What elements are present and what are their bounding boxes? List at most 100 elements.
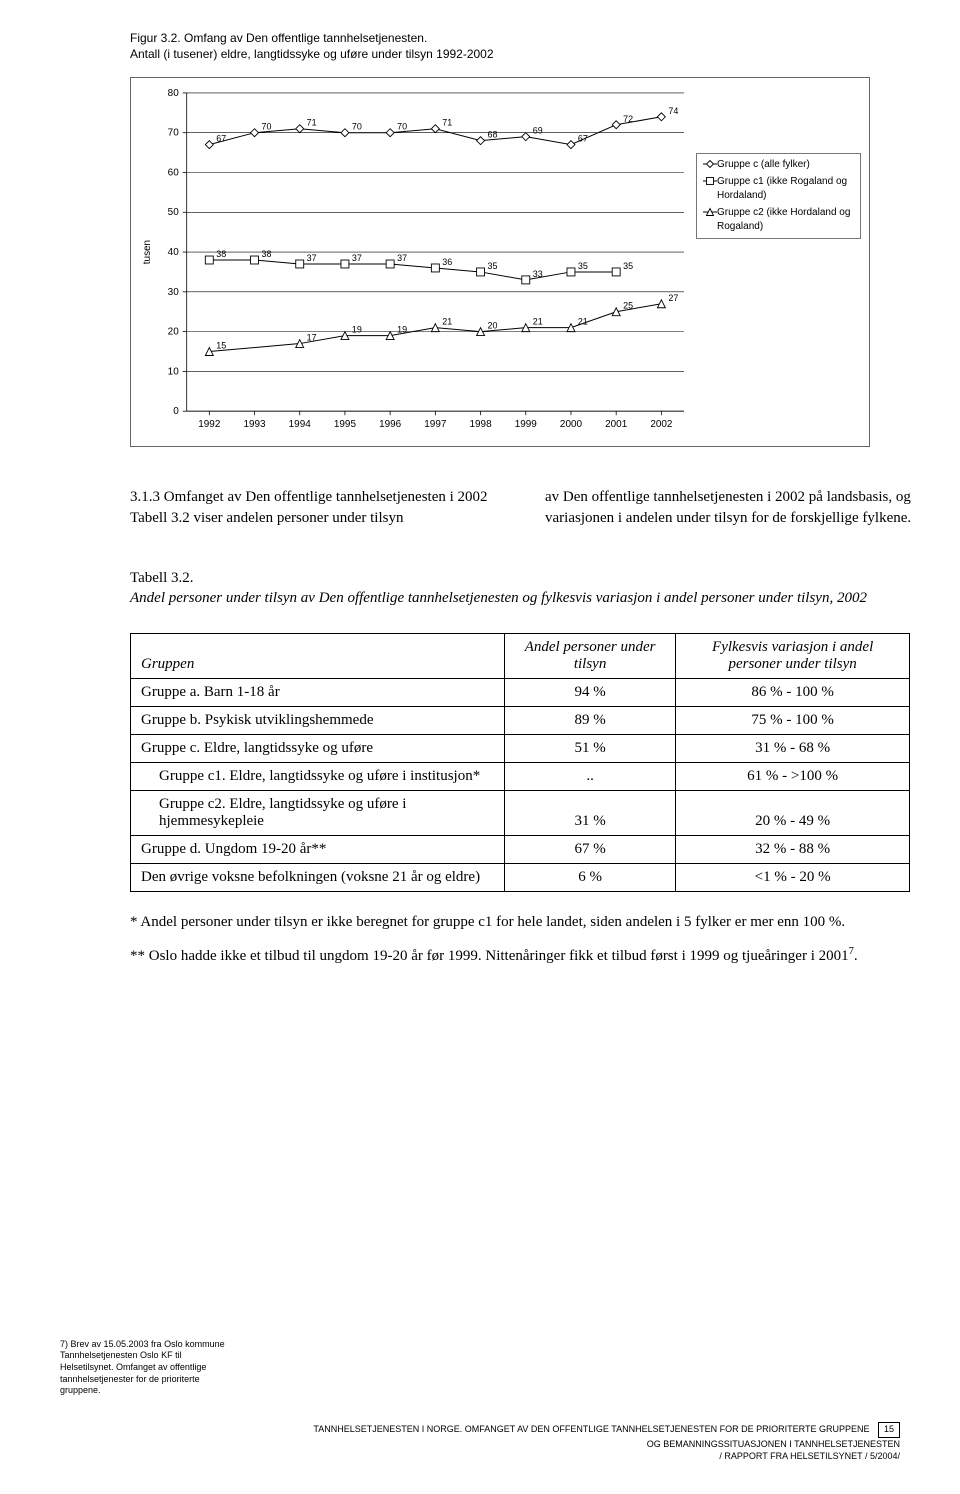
svg-text:70: 70 [261,122,271,132]
svg-text:35: 35 [578,261,588,271]
section-left-body: Tabell 3.2 viser andelen personer under … [130,510,403,526]
svg-text:25: 25 [623,301,633,311]
svg-text:21: 21 [442,317,452,327]
svg-text:10: 10 [168,367,180,378]
svg-text:1993: 1993 [243,419,266,430]
row-value-1: 31 % [504,791,675,836]
legend-item: Gruppe c2 (ikke Hordaland og Rogaland) [703,206,854,234]
row-value-2: <1 % - 20 % [676,864,910,892]
svg-text:37: 37 [397,253,407,263]
footer-line2: OG BEMANNINGSSITUASJONEN I TANNHELSETJEN… [60,1439,900,1451]
svg-text:50: 50 [168,208,180,219]
row-label: Gruppe c. Eldre, langtidssyke og uføre [131,735,505,763]
table-row: Gruppe c1. Eldre, langtidssyke og uføre … [131,763,910,791]
row-value-2: 75 % - 100 % [676,707,910,735]
page-number: 15 [878,1422,900,1438]
row-label: Gruppe d. Ungdom 19-20 år** [131,836,505,864]
svg-text:38: 38 [261,249,271,259]
figure-title-line2: Antall (i tusener) eldre, langtidssyke o… [130,47,494,61]
row-label: Gruppe a. Barn 1-18 år [131,679,505,707]
page-footer: TANNHELSETJENESTEN I NORGE. OMFANGET AV … [60,1422,900,1464]
legend-item: Gruppe c (alle fylker) [703,158,854,172]
line-chart: 01020304050607080tusen199219931994199519… [130,77,870,447]
svg-text:30: 30 [168,287,180,298]
svg-text:1992: 1992 [198,419,221,430]
table-row: Den øvrige voksne befolkningen (voksne 2… [131,864,910,892]
row-label: Den øvrige voksne befolkningen (voksne 2… [131,864,505,892]
svg-text:72: 72 [623,114,633,124]
svg-text:67: 67 [578,134,588,144]
table-caption: Tabell 3.2. Andel personer under tilsyn … [130,568,930,609]
svg-text:20: 20 [488,321,498,331]
section-right-body: av Den offentlige tannhelsetjenesten i 2… [545,489,911,525]
legend-label: Gruppe c (alle fylker) [717,158,854,172]
row-value-1: 89 % [504,707,675,735]
svg-text:37: 37 [352,253,362,263]
svg-text:70: 70 [352,122,362,132]
svg-text:20: 20 [168,327,180,338]
row-value-1: 6 % [504,864,675,892]
table-row: Gruppe d. Ungdom 19-20 år**67 %32 % - 88… [131,836,910,864]
chart-legend: Gruppe c (alle fylker) Gruppe c1 (ikke Ro… [696,153,861,239]
table-row: Gruppe b. Psykisk utviklingshemmede89 %7… [131,707,910,735]
col-header-2: Fylkesvis variasjon i andel personer und… [676,634,910,679]
svg-text:71: 71 [442,118,452,128]
note-2: ** Oslo hadde ikke et tilbud til ungdom … [130,945,920,966]
svg-text:68: 68 [488,130,498,140]
svg-text:15: 15 [216,341,226,351]
table-notes: * Andel personer under tilsyn er ikke be… [130,912,920,966]
svg-text:1997: 1997 [424,419,447,430]
row-value-1: .. [504,763,675,791]
row-value-2: 31 % - 68 % [676,735,910,763]
row-label: Gruppe c2. Eldre, langtidssyke og uføre … [131,791,505,836]
svg-text:tusen: tusen [142,240,153,264]
svg-text:2002: 2002 [650,419,673,430]
svg-text:38: 38 [216,249,226,259]
svg-text:19: 19 [397,325,407,335]
svg-text:35: 35 [623,261,633,271]
svg-text:2000: 2000 [560,419,583,430]
footnote-7: 7) Brev av 15.05.2003 fra Oslo kommune T… [60,1339,225,1397]
row-value-1: 67 % [504,836,675,864]
figure-title-line1: Figur 3.2. Omfang av Den offentlige tann… [130,31,427,45]
svg-text:70: 70 [168,128,180,139]
row-value-1: 94 % [504,679,675,707]
svg-text:1999: 1999 [515,419,538,430]
svg-text:67: 67 [216,134,226,144]
note-1: * Andel personer under tilsyn er ikke be… [130,912,920,932]
svg-text:1998: 1998 [470,419,493,430]
table-row: Gruppe c2. Eldre, langtidssyke og uføre … [131,791,910,836]
table-row: Gruppe a. Barn 1-18 år94 %86 % - 100 % [131,679,910,707]
row-value-2: 32 % - 88 % [676,836,910,864]
svg-text:74: 74 [668,106,678,116]
row-label: Gruppe c1. Eldre, langtidssyke og uføre … [131,763,505,791]
svg-text:2001: 2001 [605,419,628,430]
svg-text:36: 36 [442,257,452,267]
section-3-1-3: 3.1.3 Omfanget av Den offentlige tannhel… [130,487,930,528]
footer-line1: TANNHELSETJENESTEN I NORGE. OMFANGET AV … [313,1424,869,1434]
svg-text:37: 37 [307,253,317,263]
svg-text:19: 19 [352,325,362,335]
figure-title: Figur 3.2. Omfang av Den offentlige tann… [130,30,930,62]
section-heading: 3.1.3 Omfanget av Den offentlige tannhel… [130,489,488,505]
row-value-1: 51 % [504,735,675,763]
svg-text:1994: 1994 [289,419,312,430]
svg-text:70: 70 [397,122,407,132]
footer-line3: / RAPPORT FRA HELSETILSYNET / 5/2004/ [60,1451,900,1463]
table-caption-text: Andel personer under tilsyn av Den offen… [130,590,867,606]
svg-text:35: 35 [488,261,498,271]
row-value-2: 61 % - >100 % [676,763,910,791]
svg-text:60: 60 [168,168,180,179]
svg-text:1996: 1996 [379,419,402,430]
legend-item: Gruppe c1 (ikke Rogaland og Hordaland) [703,175,854,203]
svg-text:21: 21 [533,317,543,327]
legend-label: Gruppe c2 (ikke Hordaland og Rogaland) [717,206,854,234]
svg-text:71: 71 [307,118,317,128]
table-row: Gruppe c. Eldre, langtidssyke og uføre51… [131,735,910,763]
svg-text:40: 40 [168,247,180,258]
svg-text:17: 17 [307,333,317,343]
row-value-2: 20 % - 49 % [676,791,910,836]
svg-text:0: 0 [173,407,179,418]
svg-text:33: 33 [533,269,543,279]
svg-text:80: 80 [168,88,180,99]
